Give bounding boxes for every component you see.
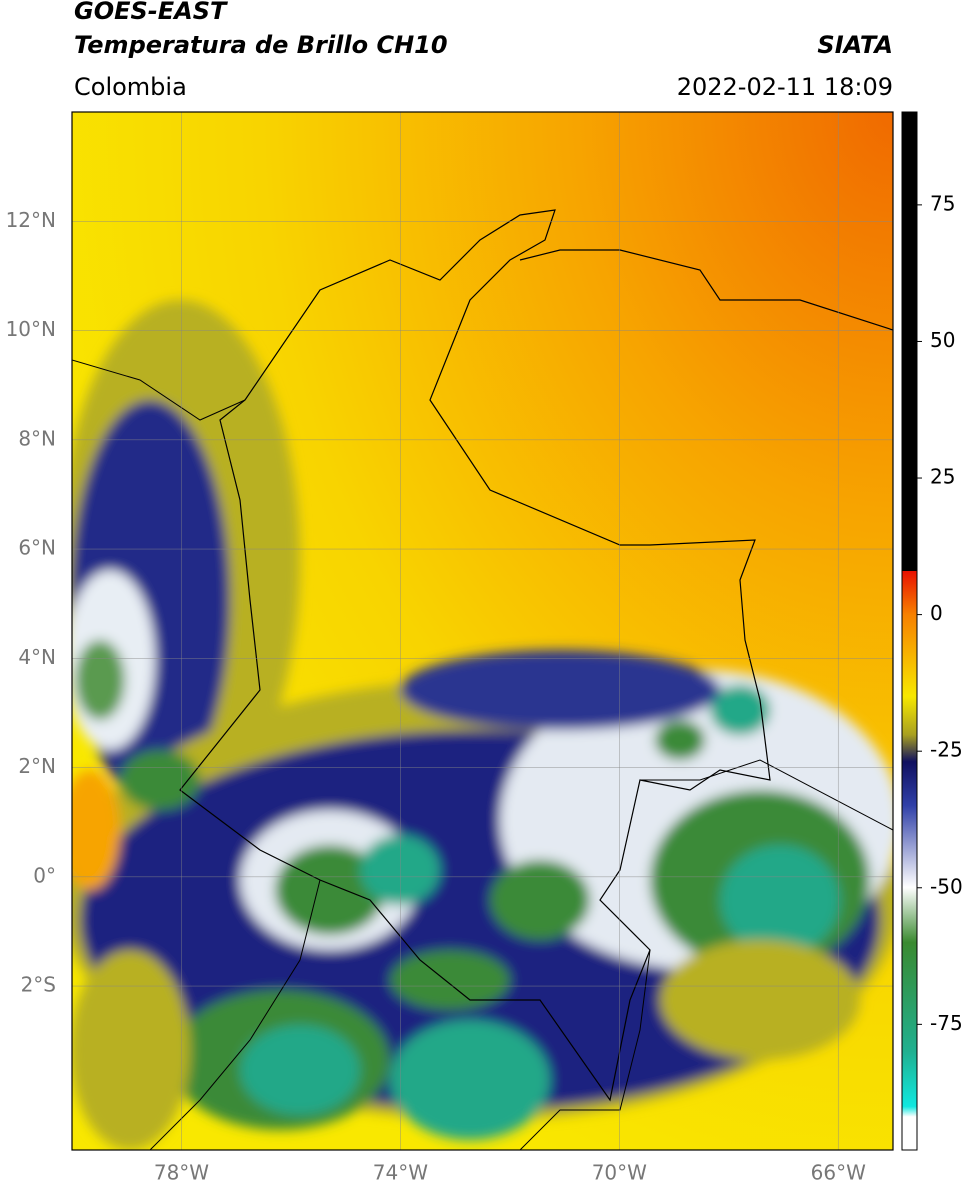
lon-tick-label: 74°W	[373, 1161, 428, 1185]
lat-tick-label: 6°N	[18, 536, 56, 560]
title: GOES-EAST	[74, 0, 228, 25]
lon-tick-label: 66°W	[811, 1161, 866, 1185]
colorbar-tick-label: -75	[930, 1011, 963, 1035]
datetime: 2022-02-11 18:09	[677, 73, 893, 101]
lon-tick-label: 78°W	[154, 1161, 209, 1185]
region: Colombia	[74, 73, 187, 101]
lat-tick-label: 2°S	[21, 973, 56, 997]
colorbar-tick-label: 0	[930, 601, 943, 625]
colorbar-tick-label: 75	[930, 191, 955, 215]
lat-tick-label: 4°N	[18, 645, 56, 669]
lon-tick-label: 70°W	[592, 1161, 647, 1185]
lat-tick-label: 8°N	[18, 426, 56, 450]
colorbar-tick-label: -25	[930, 738, 963, 762]
colorbar-tick-label: -50	[930, 874, 963, 898]
graticule	[72, 112, 893, 1150]
colorbar-tick-label: 25	[930, 465, 955, 489]
map-imagery	[72, 112, 893, 1150]
colorbar-tick-label: 50	[930, 328, 955, 352]
lat-tick-label: 2°N	[18, 754, 56, 778]
source: SIATA	[817, 31, 893, 59]
map-frame	[71, 111, 894, 1151]
subtitle: Temperatura de Brillo CH10	[74, 31, 448, 59]
lat-tick-label: 0°	[33, 863, 56, 887]
lat-tick-label: 10°N	[6, 317, 56, 341]
lat-tick-label: 12°N	[6, 208, 56, 232]
colorbar	[901, 111, 918, 1151]
